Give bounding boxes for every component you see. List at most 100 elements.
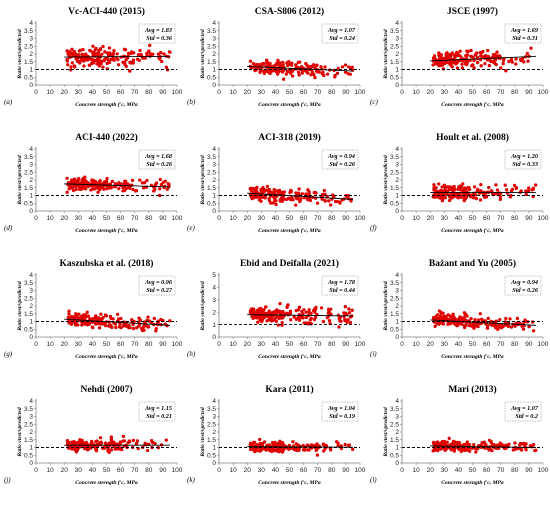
x-tick-label: 90 xyxy=(525,467,533,474)
x-tick-label: 80 xyxy=(145,341,153,348)
data-point xyxy=(253,312,258,316)
data-point xyxy=(77,312,81,316)
x-tick-label: 30 xyxy=(75,89,83,96)
data-point xyxy=(509,325,514,329)
data-point xyxy=(298,198,302,203)
y-tick-label: 3 xyxy=(29,162,33,169)
data-point xyxy=(68,184,72,188)
data-point xyxy=(151,52,155,56)
data-point xyxy=(307,308,311,312)
data-point xyxy=(278,301,282,306)
data-point xyxy=(526,189,531,193)
x-tick-label: 30 xyxy=(258,467,266,474)
data-point xyxy=(78,438,82,442)
y-tick-label: 1 xyxy=(29,319,33,326)
data-point xyxy=(323,447,327,451)
y-tick-label: 0 xyxy=(29,208,33,215)
data-point xyxy=(94,180,98,184)
data-point xyxy=(77,53,81,57)
data-point xyxy=(280,443,284,448)
x-tick-label: 30 xyxy=(258,341,266,348)
data-point xyxy=(461,59,465,63)
data-point xyxy=(252,194,257,198)
data-point xyxy=(66,63,70,67)
data-point xyxy=(152,316,156,321)
data-point xyxy=(474,323,478,327)
data-point xyxy=(314,64,318,68)
x-tick-label: 60 xyxy=(117,215,125,222)
x-axis-label: Concrete strength f'c, MPa xyxy=(441,228,504,234)
data-point xyxy=(268,318,272,322)
data-point xyxy=(96,60,100,64)
x-tick-label: 70 xyxy=(314,215,322,222)
y-tick-label: 0.5 xyxy=(390,326,399,333)
panel-label: (k) xyxy=(187,476,195,484)
y-tick-label: 1 xyxy=(395,193,399,200)
x-tick-label: 100 xyxy=(172,467,183,474)
y-tick-label: 0 xyxy=(212,334,216,341)
data-point xyxy=(483,192,487,196)
data-point xyxy=(307,64,312,69)
data-point xyxy=(168,50,172,54)
data-point xyxy=(448,314,452,318)
data-point xyxy=(98,179,102,184)
data-point xyxy=(513,324,517,328)
chart-title: Hoult et al. (2008) xyxy=(436,132,509,143)
data-point xyxy=(255,185,259,189)
data-point xyxy=(103,313,108,317)
data-point xyxy=(272,187,276,192)
x-axis-label: Concrete strength f'c, MPa xyxy=(75,228,138,234)
data-point xyxy=(501,62,505,66)
data-point xyxy=(441,67,445,71)
data-point xyxy=(80,319,84,323)
data-point xyxy=(456,323,460,327)
data-point xyxy=(71,441,75,446)
data-point xyxy=(162,52,166,56)
data-point xyxy=(507,442,511,446)
data-point xyxy=(499,66,503,70)
data-point xyxy=(483,319,488,323)
data-point xyxy=(504,443,509,447)
data-point xyxy=(74,445,79,449)
panel-label: (a) xyxy=(4,98,13,106)
x-tick-label: 90 xyxy=(525,89,533,96)
data-point xyxy=(494,183,498,187)
data-point xyxy=(164,65,169,69)
data-point xyxy=(257,308,261,312)
data-point xyxy=(454,51,458,56)
panel-label: (b) xyxy=(187,98,196,106)
data-point xyxy=(269,201,273,205)
data-point xyxy=(325,72,330,76)
data-point xyxy=(276,58,280,62)
data-point xyxy=(289,318,293,322)
data-point xyxy=(485,323,490,328)
data-point xyxy=(339,444,343,448)
data-point xyxy=(485,326,490,330)
data-point xyxy=(124,64,128,68)
data-point xyxy=(432,183,436,187)
y-tick-label: 0 xyxy=(212,208,216,215)
data-point xyxy=(345,320,349,325)
chart-panel-9: Bažant and Yu (2005)00.511.522.533.540 10… xyxy=(370,258,549,360)
data-point xyxy=(67,187,71,191)
data-point xyxy=(507,59,511,64)
stats-std: Std = 0.2 xyxy=(515,413,538,420)
data-point xyxy=(121,324,126,328)
y-tick-label: 2.5 xyxy=(390,421,399,428)
y-tick-label: 1.5 xyxy=(24,59,33,66)
data-point xyxy=(74,187,78,192)
y-tick-label: 0.5 xyxy=(24,326,33,333)
data-point xyxy=(469,316,473,321)
data-point xyxy=(272,318,276,322)
data-point xyxy=(83,180,87,184)
data-point xyxy=(534,183,538,187)
data-point xyxy=(456,196,460,200)
chart-title: Mari (2013) xyxy=(448,384,496,395)
y-tick-label: 2 xyxy=(395,303,399,310)
x-tick-label: 80 xyxy=(328,467,336,474)
stats-box xyxy=(138,23,176,44)
y-tick-label: 1 xyxy=(212,445,216,452)
y-tick-label: 3.5 xyxy=(207,154,216,161)
x-tick-label: 10 xyxy=(229,341,237,348)
data-point xyxy=(531,320,535,324)
